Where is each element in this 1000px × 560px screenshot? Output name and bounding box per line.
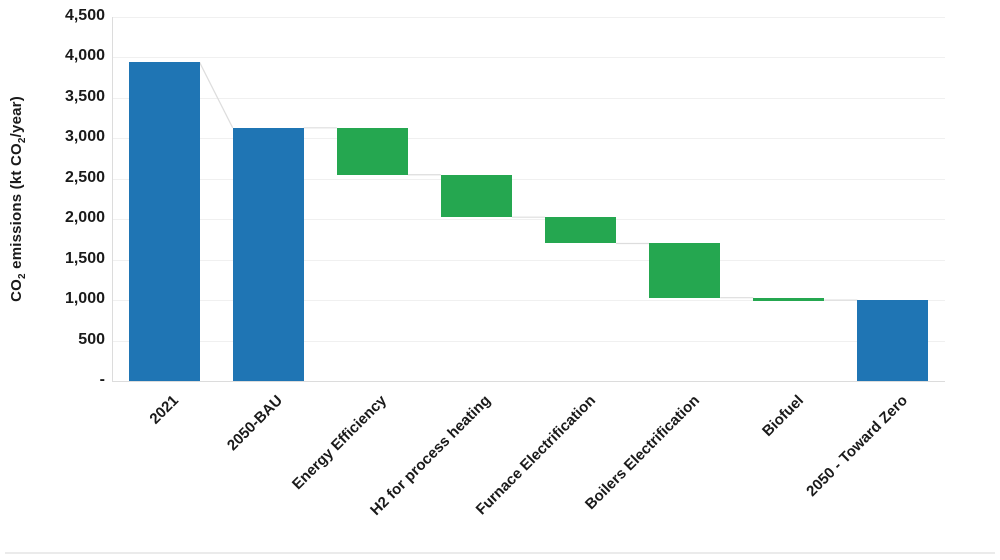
y-axis-tick-label: -: [99, 371, 105, 388]
bar-energy-efficiency: [336, 127, 408, 175]
y-axis-line: [112, 17, 113, 381]
gridline: [112, 300, 945, 301]
bar-2021: [128, 62, 200, 381]
bar-2050-bau: [232, 127, 304, 381]
gridline: [112, 260, 945, 261]
bar-boilers-electrification: [649, 243, 721, 298]
y-axis-tick-label: 500: [78, 330, 105, 348]
bar-furnace-electrification: [545, 217, 617, 244]
page-divider: [5, 552, 995, 554]
bar-h2-for-process-heating: [440, 174, 512, 218]
y-axis-title-text: CO2 emissions (kt CO2/year): [8, 96, 28, 302]
gridline: [112, 341, 945, 342]
y-axis-tick-label: 1,500: [64, 249, 105, 267]
gridline: [112, 219, 945, 220]
bar-2050-toward-zero: [857, 300, 929, 381]
y-axis-tick-label: 1,000: [64, 290, 105, 308]
gridline: [112, 179, 945, 180]
y-axis-tick-label: 4,500: [64, 7, 105, 24]
y-axis-tick-label: 4,000: [64, 47, 105, 65]
y-axis-tick-label: 3,000: [64, 128, 105, 146]
gridline: [112, 138, 945, 139]
gridline: [112, 98, 945, 99]
y-axis-tick-label: 2,000: [64, 209, 105, 227]
y-axis-tick-label: 3,500: [64, 87, 105, 105]
gridline: [112, 17, 945, 18]
bar-biofuel: [753, 297, 825, 301]
gridline: [112, 57, 945, 58]
y-axis-tick-label: 2,500: [64, 168, 105, 186]
x-axis-baseline: [112, 381, 945, 382]
